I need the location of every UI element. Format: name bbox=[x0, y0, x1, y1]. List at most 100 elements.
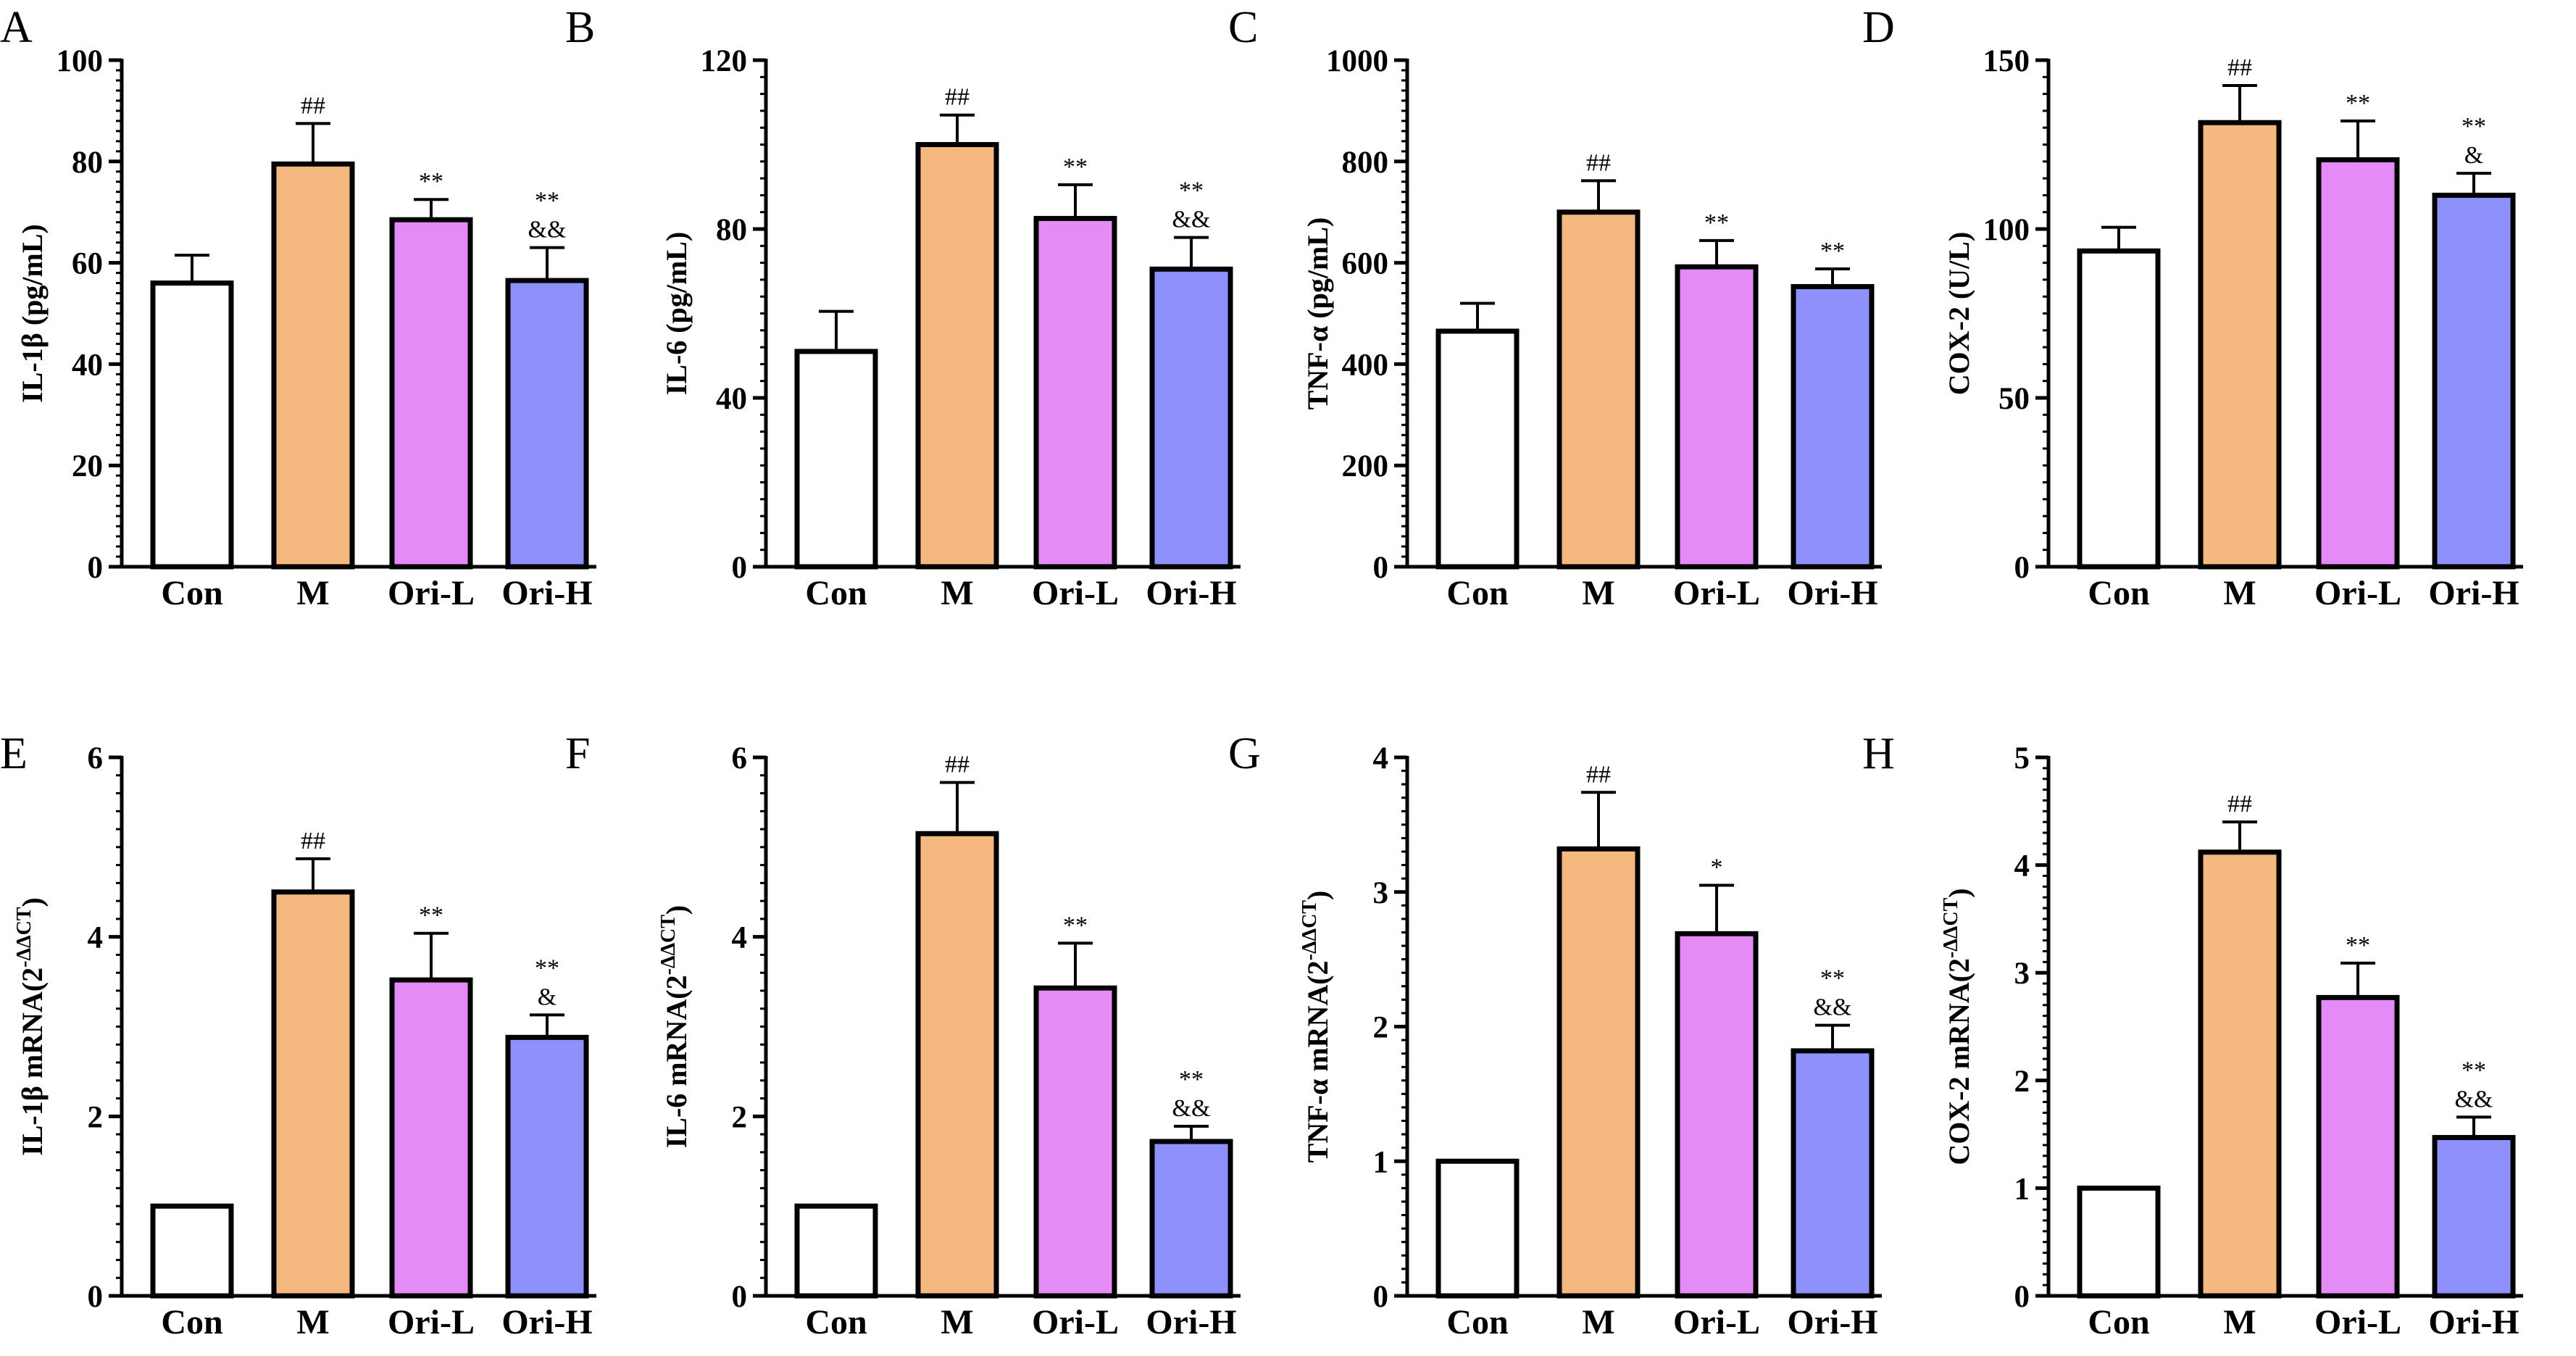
significance-label: ## bbox=[945, 752, 970, 778]
y-tick-label: 0 bbox=[2014, 1280, 2030, 1314]
bar-m bbox=[271, 161, 355, 570]
panel-letter: C bbox=[1228, 3, 1258, 52]
bar-ori-h bbox=[505, 278, 589, 570]
y-axis-label: IL-1β mRNA(2-ΔΔCT) bbox=[13, 897, 49, 1156]
significance-label: ## bbox=[1586, 761, 1611, 788]
y-tick-label: 400 bbox=[1342, 348, 1389, 382]
bar-ori-l bbox=[389, 977, 473, 1299]
y-tick-label: 800 bbox=[1342, 146, 1389, 180]
significance-label: ## bbox=[301, 92, 325, 119]
y-axis-label: TNF-α mRNA(2-ΔΔCT) bbox=[1299, 891, 1334, 1163]
bar-con bbox=[2077, 1185, 2161, 1299]
x-tick-label: M bbox=[2223, 574, 2256, 612]
x-tick-label: Con bbox=[2088, 1303, 2149, 1342]
bar-ori-h bbox=[1149, 266, 1233, 570]
x-tick-label: Ori-L bbox=[388, 1303, 475, 1342]
y-tick-label: 4 bbox=[732, 921, 748, 955]
significance-label: && bbox=[1814, 994, 1852, 1021]
y-tick-label: 0 bbox=[2014, 551, 2030, 585]
bar-m bbox=[271, 889, 355, 1299]
y-tick-label: 200 bbox=[1342, 449, 1389, 483]
significance-label: ## bbox=[2227, 791, 2252, 818]
bar-ori-l bbox=[2316, 157, 2400, 570]
y-axis-label: COX-2 mRNA(2-ΔΔCT) bbox=[1940, 888, 1975, 1165]
x-tick-label: Ori-L bbox=[1032, 574, 1119, 612]
bar-ori-h bbox=[2432, 192, 2516, 570]
x-tick-label: Con bbox=[1446, 574, 1508, 612]
y-tick-label: 2 bbox=[88, 1100, 104, 1134]
y-tick-label: 4 bbox=[2014, 849, 2030, 883]
bar-ori-l bbox=[1675, 264, 1759, 570]
x-tick-label: Ori-L bbox=[2314, 1303, 2401, 1342]
significance-label: ** bbox=[1820, 238, 1845, 265]
y-tick-label: 50 bbox=[1998, 382, 2030, 416]
bar-ori-h bbox=[1791, 283, 1875, 570]
significance-label: & bbox=[538, 983, 557, 1010]
y-tick-label: 2 bbox=[2014, 1065, 2030, 1099]
y-tick-label: 6 bbox=[732, 741, 748, 775]
x-tick-label: M bbox=[1582, 574, 1614, 612]
bar-ori-h bbox=[505, 1034, 589, 1299]
y-tick-label: 4 bbox=[1373, 741, 1389, 775]
panel-c: C TNF-α (pg/mL) 0 200 400 600 800 1000 Con ## M ** O… bbox=[1228, 3, 1882, 612]
significance-label: && bbox=[1172, 207, 1211, 233]
x-tick-label: Ori-H bbox=[1146, 1303, 1236, 1342]
significance-label: ** bbox=[1820, 965, 1845, 992]
panel-letter: H bbox=[1862, 729, 1895, 778]
y-tick-label: 600 bbox=[1342, 247, 1389, 281]
bar-con bbox=[1435, 328, 1520, 570]
significance-label: ** bbox=[2462, 113, 2486, 140]
bar-ori-l bbox=[2316, 994, 2400, 1299]
y-tick-label: 0 bbox=[732, 1280, 748, 1314]
panel-letter: E bbox=[0, 729, 28, 778]
bar-ori-l bbox=[1675, 931, 1759, 1299]
x-tick-label: Con bbox=[2088, 574, 2149, 612]
panel-f: FIL-6 mRNA(2-ΔΔCT)0246Con##M**Ori-L**&&O… bbox=[565, 729, 1241, 1342]
bar-con bbox=[1435, 1158, 1520, 1299]
y-tick-label: 2 bbox=[732, 1100, 748, 1134]
x-tick-label: Ori-L bbox=[388, 574, 475, 612]
x-tick-label: Ori-H bbox=[1787, 574, 1877, 612]
significance-label: && bbox=[528, 217, 567, 244]
panel-letter: A bbox=[0, 3, 33, 52]
x-tick-label: Con bbox=[161, 574, 222, 612]
panel-letter: D bbox=[1862, 3, 1895, 52]
bar-m bbox=[2198, 120, 2282, 570]
panel-b: B IL-6 (pg/mL) 0 40 80 120 Con ## M ** Ori-L ** && Or… bbox=[565, 3, 1241, 612]
y-tick-label: 0 bbox=[732, 551, 748, 585]
significance-label: && bbox=[1172, 1095, 1211, 1122]
bar-m bbox=[1556, 209, 1641, 570]
significance-label: ** bbox=[2346, 932, 2370, 959]
y-axis-label: COX-2 (U/L) bbox=[1943, 232, 1975, 396]
bar-con bbox=[150, 1203, 234, 1299]
panel-letter: G bbox=[1228, 729, 1261, 778]
significance-label: ## bbox=[1586, 149, 1611, 176]
y-tick-label: 2 bbox=[1373, 1011, 1389, 1045]
x-tick-label: Ori-H bbox=[1787, 1303, 1877, 1342]
y-tick-label: 80 bbox=[72, 146, 103, 180]
bar-ori-l bbox=[1033, 985, 1117, 1299]
bar-m bbox=[1556, 846, 1641, 1299]
significance-label: ** bbox=[1063, 154, 1088, 180]
y-tick-label: 150 bbox=[1983, 44, 2030, 78]
y-tick-label: 100 bbox=[57, 44, 104, 78]
significance-label: ## bbox=[301, 828, 325, 854]
y-tick-label: 3 bbox=[2014, 957, 2030, 991]
x-tick-label: Ori-H bbox=[2428, 574, 2519, 612]
y-axis-label: IL-6 mRNA(2-ΔΔCT) bbox=[657, 905, 693, 1149]
significance-label: ** bbox=[535, 188, 559, 215]
y-tick-label: 40 bbox=[716, 382, 747, 416]
y-tick-label: 0 bbox=[1373, 551, 1389, 585]
y-axis-label: IL-1β (pg/mL) bbox=[16, 224, 49, 403]
significance-label: ** bbox=[2462, 1057, 2486, 1083]
bar-m bbox=[915, 831, 999, 1299]
x-tick-label: Ori-L bbox=[1673, 574, 1760, 612]
x-tick-label: Ori-L bbox=[2314, 574, 2401, 612]
y-tick-label: 120 bbox=[701, 44, 748, 78]
panel-letter: B bbox=[565, 3, 595, 52]
y-tick-label: 40 bbox=[72, 348, 103, 382]
y-tick-label: 100 bbox=[1983, 213, 2030, 247]
significance-label: ** bbox=[1063, 912, 1088, 939]
significance-label: ** bbox=[535, 954, 559, 981]
x-tick-label: Con bbox=[1446, 1303, 1508, 1342]
